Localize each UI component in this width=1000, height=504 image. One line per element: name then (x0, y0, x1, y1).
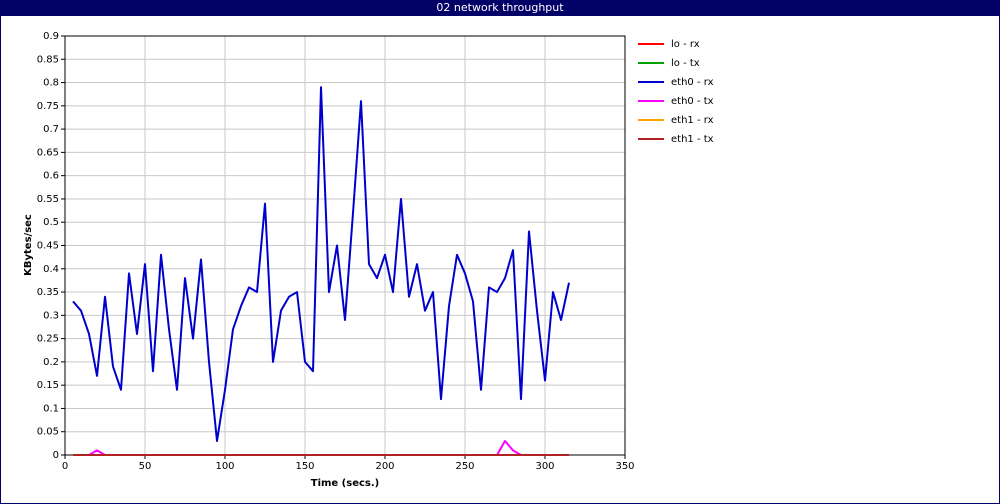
y-tick-label: 0.4 (43, 264, 59, 275)
legend-label: eth0 - tx (671, 96, 714, 107)
y-tick-label: 0.9 (43, 31, 59, 42)
y-tick-label: 0.15 (37, 380, 59, 391)
legend-label: eth0 - rx (671, 77, 714, 88)
y-tick-label: 0.6 (43, 171, 59, 182)
x-tick-label: 200 (375, 461, 394, 472)
x-tick-label: 100 (215, 461, 234, 472)
x-tick-label: 250 (455, 461, 474, 472)
y-tick-label: 0.05 (37, 427, 59, 438)
y-tick-label: 0.7 (43, 124, 59, 135)
y-tick-label: 0.55 (37, 194, 59, 205)
y-tick-label: 0.8 (43, 78, 59, 89)
y-tick-label: 0.85 (37, 54, 59, 65)
x-tick-label: 350 (615, 461, 634, 472)
legend-label: eth1 - rx (671, 115, 714, 126)
x-axis-label: Time (secs.) (311, 478, 380, 489)
y-tick-label: 0.35 (37, 287, 59, 298)
x-tick-label: 300 (535, 461, 554, 472)
y-tick-label: 0.65 (37, 147, 59, 158)
legend-label: lo - rx (671, 39, 700, 50)
y-tick-label: 0.2 (43, 357, 59, 368)
x-tick-label: 0 (62, 461, 68, 472)
legend-label: lo - tx (671, 58, 700, 69)
chart-title: 02 network throughput (436, 1, 564, 14)
y-tick-label: 0.3 (43, 310, 59, 321)
y-axis-label: KBytes/sec (23, 214, 34, 276)
y-tick-label: 0.5 (43, 217, 59, 228)
x-tick-label: 150 (295, 461, 314, 472)
y-tick-label: 0.75 (37, 101, 59, 112)
x-tick-label: 50 (139, 461, 152, 472)
title-bar (0, 0, 1000, 16)
y-tick-label: 0 (53, 450, 59, 461)
legend-label: eth1 - tx (671, 134, 714, 145)
y-tick-label: 0.25 (37, 334, 59, 345)
y-tick-label: 0.45 (37, 241, 59, 252)
y-tick-label: 0.1 (43, 403, 59, 414)
series-line (72, 86, 570, 443)
